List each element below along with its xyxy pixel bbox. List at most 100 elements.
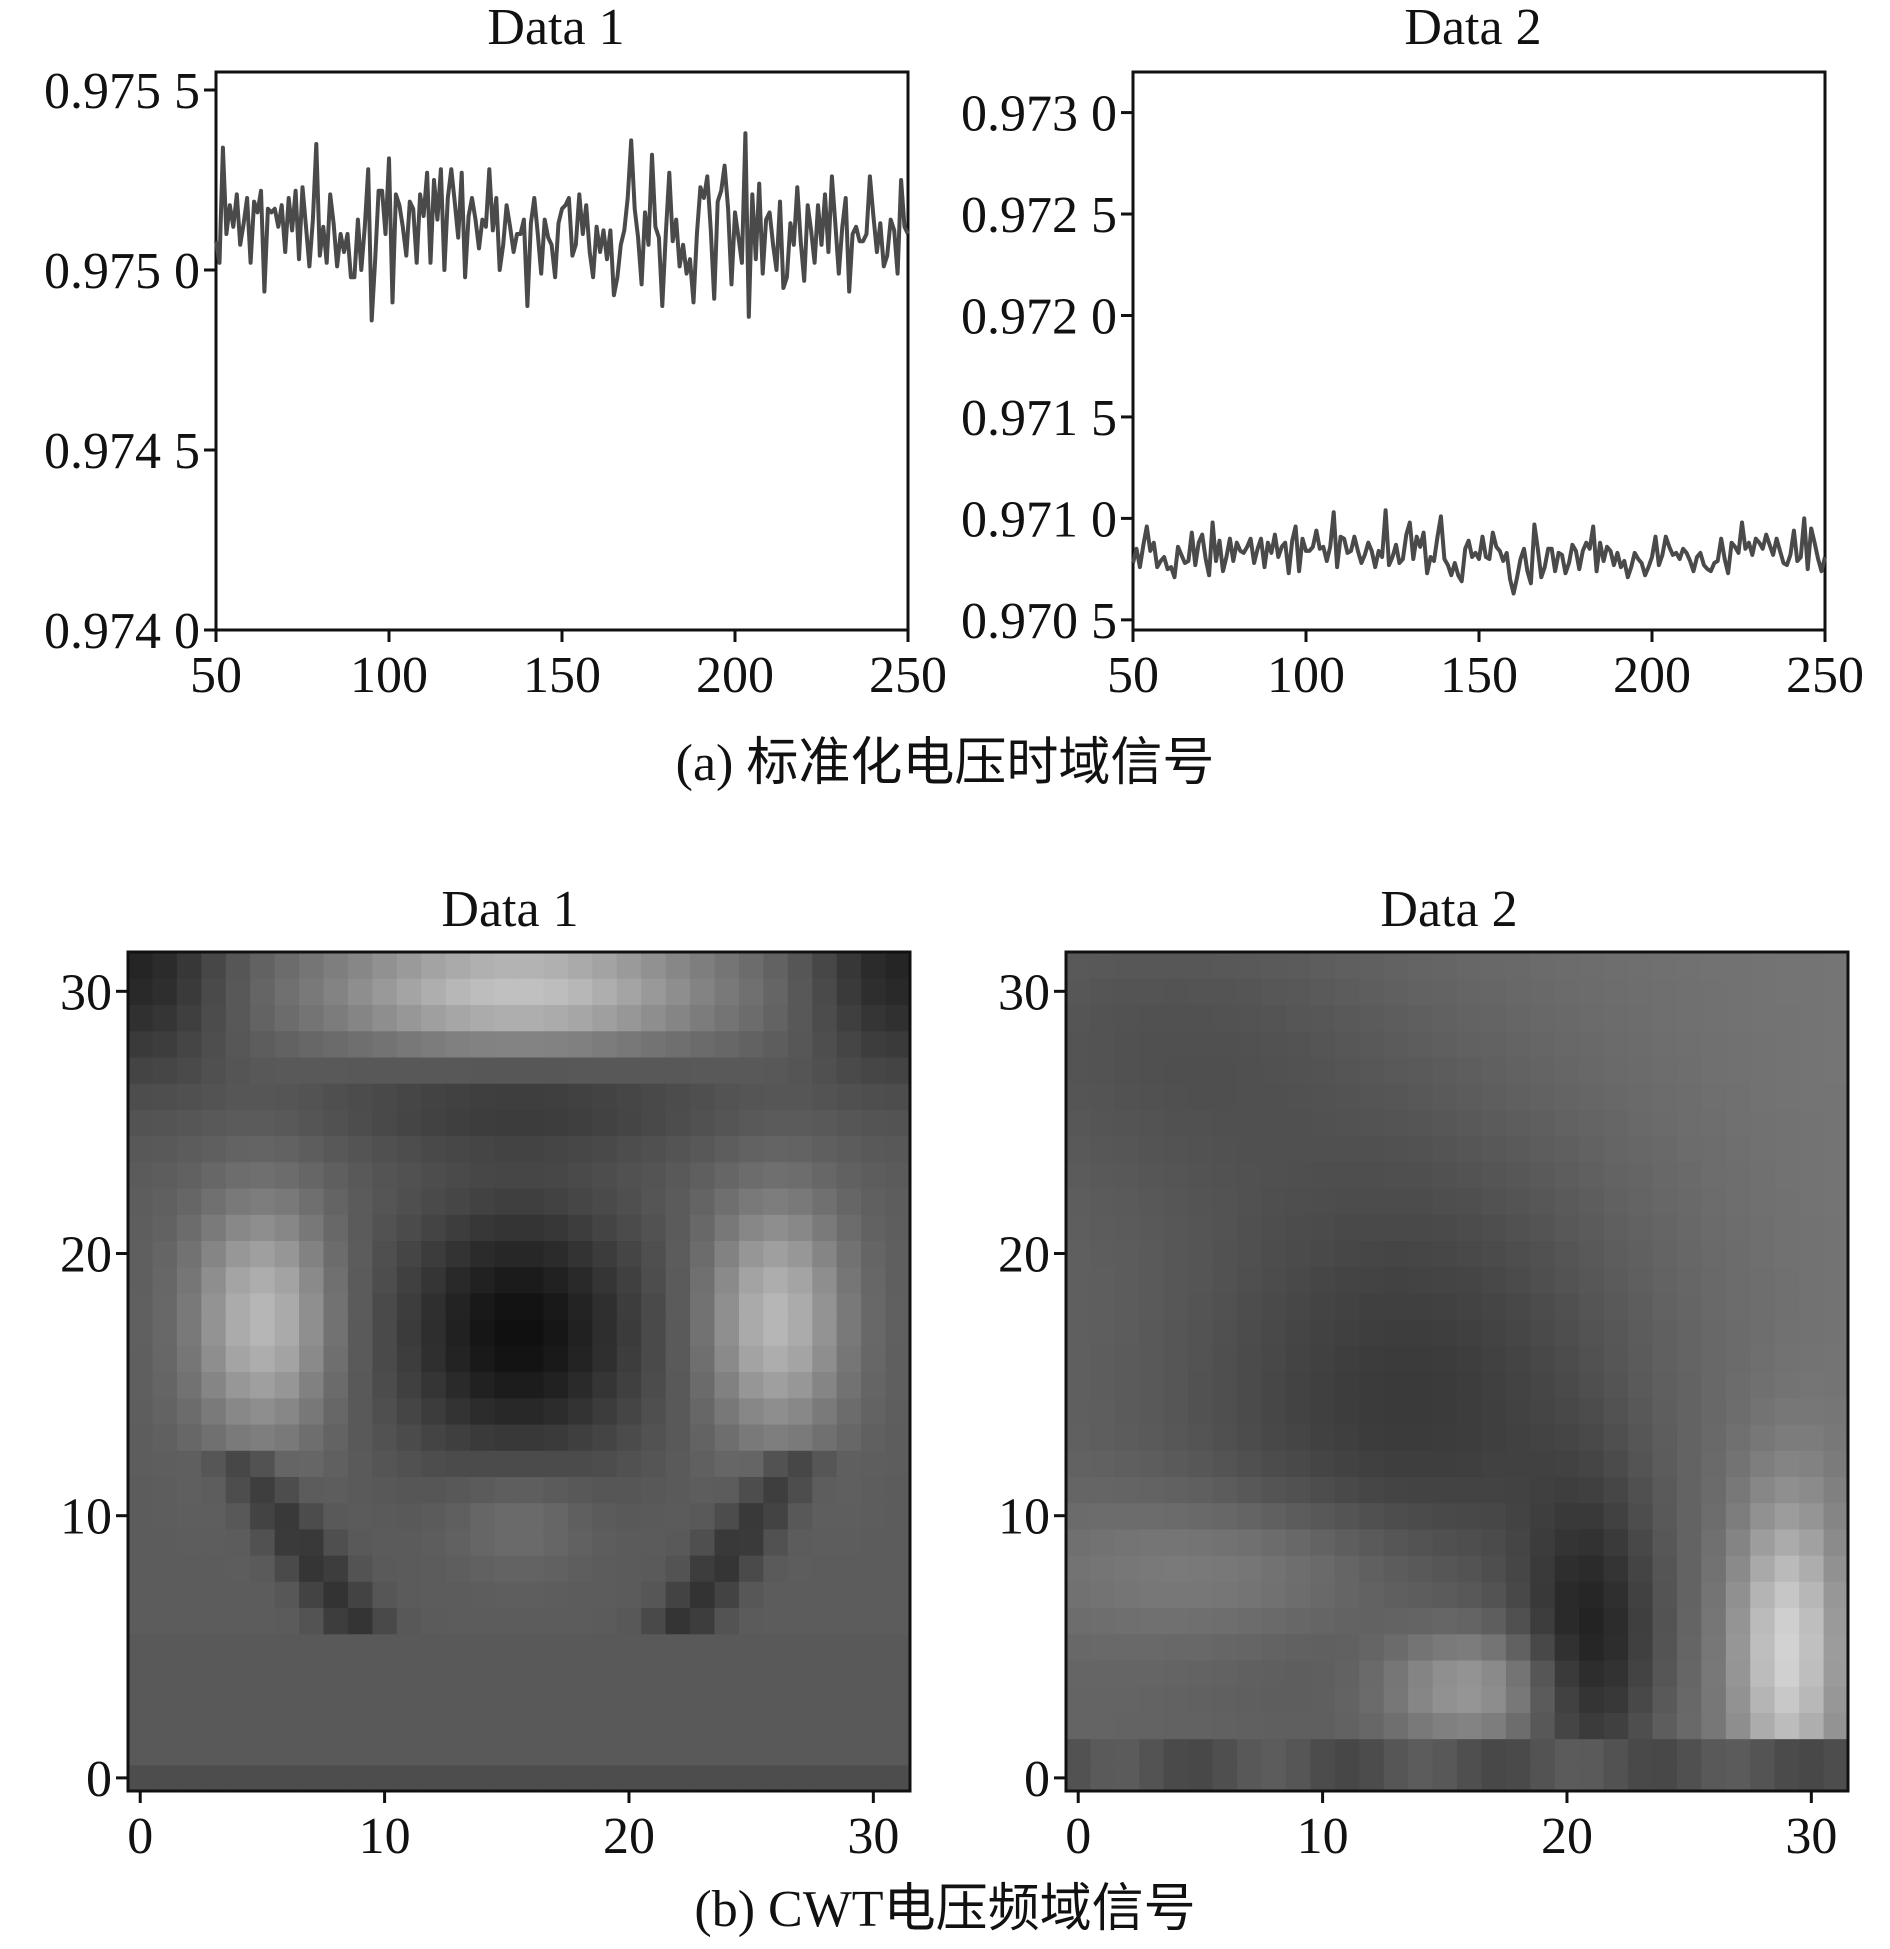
chart-b-data1-cell xyxy=(519,1581,545,1609)
chart-b-data1-cell xyxy=(421,1633,447,1661)
chart-b-data2-cell xyxy=(1603,1056,1629,1084)
chart-b-data2-cell xyxy=(1408,1607,1434,1635)
chart-b-data2-cell xyxy=(1212,1161,1238,1189)
chart-b-data2-cell xyxy=(1579,1056,1605,1084)
chart-b-data1-cell xyxy=(201,1476,227,1504)
chart-b-data2-cell xyxy=(1408,1764,1434,1792)
chart-b-data2-cell xyxy=(1823,1764,1849,1792)
chart-b-data2-cell xyxy=(1432,1659,1458,1687)
chart-b-data1-cell xyxy=(201,1450,227,1477)
chart-b-data1-cell xyxy=(861,1423,887,1451)
chart-b-data2-cell xyxy=(1774,1083,1800,1110)
chart-b-data1-cell xyxy=(421,1187,447,1215)
chart-b-data2-cell xyxy=(1530,1397,1556,1425)
chart-b-data1-cell xyxy=(372,1266,398,1294)
chart-b-data1-cell xyxy=(347,1083,373,1110)
chart-b-data1-cell xyxy=(763,1764,789,1792)
chart-b-data1-cell xyxy=(225,1083,251,1110)
chart-b-data1-cell xyxy=(592,1004,618,1032)
chart-b-data2-cell xyxy=(1505,1371,1531,1399)
chart-b-data1-cell xyxy=(470,1686,496,1713)
chart-b-data2-cell xyxy=(1750,1397,1776,1425)
chart-b-data1-cell xyxy=(836,1345,862,1373)
chart-b-data2-cell xyxy=(1505,1214,1531,1242)
chart-b-data2-cell xyxy=(1530,1764,1556,1792)
chart-b-data2-cell xyxy=(1457,978,1483,1006)
chart-b-data2-cell xyxy=(1505,1423,1531,1451)
chart-b-data2-cell xyxy=(1481,1581,1507,1609)
chart-b-data2-cell xyxy=(1432,978,1458,1006)
chart-b-data2-cell xyxy=(1676,1345,1702,1373)
chart-b-data2-cell xyxy=(1237,1240,1263,1268)
chart-b-data2-cell xyxy=(1066,1266,1092,1294)
chart-b-data2-cell xyxy=(1383,1109,1409,1137)
chart-b-data2-cell xyxy=(1530,1056,1556,1084)
chart-b-data2-cell xyxy=(1163,1056,1189,1084)
chart-b-data2-cell xyxy=(1652,1476,1678,1504)
chart-b-data1-cell xyxy=(470,1555,496,1582)
chart-b-data2-cell xyxy=(1310,1450,1336,1477)
chart-b-data2-cell xyxy=(1628,1528,1654,1556)
chart-b-data2-cell xyxy=(1139,1240,1165,1268)
chart-a-data2-xticks: 50 100 150 200 250 xyxy=(1107,630,1864,704)
chart-b-data1-cell xyxy=(592,978,618,1006)
chart-b-data1-cell xyxy=(543,1607,569,1635)
chart-b-data2-cell xyxy=(1725,1214,1751,1242)
chart-b-data1-cell xyxy=(396,1292,422,1320)
chart-b-data1-cell xyxy=(763,1581,789,1609)
chart-b-data1-cell xyxy=(470,1056,496,1084)
chart-b-data2-cell xyxy=(1310,1214,1336,1242)
chart-b-data2-cell xyxy=(1628,1371,1654,1399)
chart-b-data1-cell xyxy=(519,1659,545,1687)
chart-b-data2-cell xyxy=(1163,1502,1189,1530)
chart-b-data1-cell xyxy=(812,1738,838,1766)
chart-b-data2-cell xyxy=(1066,1187,1092,1215)
chart-b-data1-cell xyxy=(372,1659,398,1687)
chart-b-data2-cell xyxy=(1139,1161,1165,1189)
chart-b-data1-cell xyxy=(787,1187,813,1215)
chart-b-data1-cell xyxy=(690,978,716,1006)
chart-b-data2-cell xyxy=(1603,1633,1629,1661)
chart-b-data1-cell xyxy=(519,978,545,1006)
chart-b-data1-cell xyxy=(323,1764,349,1792)
chart-b-data2-cell xyxy=(1163,1712,1189,1740)
chart-b-data2-cell xyxy=(1628,1292,1654,1320)
chart-b-data1-cell xyxy=(787,1083,813,1110)
chart-b-data1-cell xyxy=(641,1607,667,1635)
chart-b-data1-cell xyxy=(616,1187,642,1215)
chart-b-data1-cell xyxy=(396,1450,422,1477)
chart-b-data1-cell xyxy=(787,952,813,979)
chart-b-data2-cell xyxy=(1310,1423,1336,1451)
chart-b-data1-cell xyxy=(347,1528,373,1556)
chart-b-data2-cell xyxy=(1188,1528,1214,1556)
chart-b-data2-cell xyxy=(1603,1659,1629,1687)
chart-b-data2-cell xyxy=(1310,1109,1336,1137)
chart-b-data1-cell xyxy=(787,978,813,1006)
chart-b-data1-cell xyxy=(274,1712,300,1740)
chart-b-data2-cell xyxy=(1774,952,1800,979)
chart-b-data1-cell xyxy=(885,1738,911,1766)
chart-b-data1-cell xyxy=(519,1345,545,1373)
chart-b-data1-cell xyxy=(567,1214,593,1242)
chart-b-data1-cell xyxy=(372,1712,398,1740)
chart-b-data1-cell xyxy=(787,1581,813,1609)
chart-b-data2-cell xyxy=(1725,1633,1751,1661)
chart-a-data2-series xyxy=(1131,508,1827,596)
chart-b-data2-cell xyxy=(1310,1240,1336,1268)
chart-b-data1-cell xyxy=(445,1686,471,1713)
chart-b-data2-cell xyxy=(1066,1555,1092,1582)
chart-b-data2-cell xyxy=(1163,1476,1189,1504)
chart-b-data2-cell xyxy=(1432,1004,1458,1032)
chart-b-data1-cell xyxy=(225,1292,251,1320)
chart-b-data2-cell xyxy=(1408,1135,1434,1163)
chart-b-data1-cell xyxy=(299,1659,325,1687)
chart-b-data1-cell xyxy=(323,952,349,979)
chart-b-data1-cell xyxy=(250,1319,276,1346)
chart-b-data1-cell xyxy=(372,1030,398,1058)
chart-b-data1-cell xyxy=(176,1292,202,1320)
chart-b-data2-cell xyxy=(1408,1292,1434,1320)
chart-b-data1-cell xyxy=(885,1502,911,1530)
chart-b-data2-cell xyxy=(1701,1030,1727,1058)
chart-b-data1-cell xyxy=(763,1502,789,1530)
